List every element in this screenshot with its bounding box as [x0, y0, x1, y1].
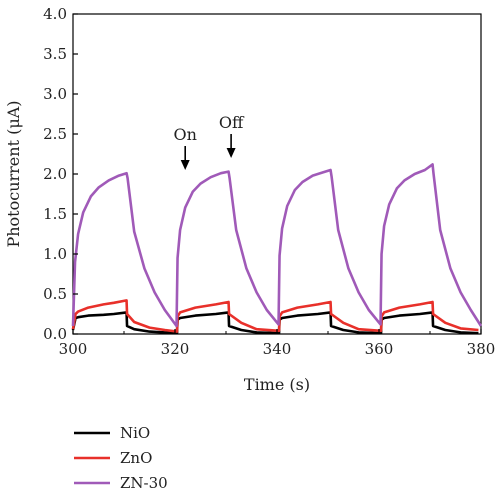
annotation-label: On — [173, 125, 196, 144]
x-tick-label: 320 — [161, 340, 190, 358]
y-tick-label: 2.0 — [43, 165, 67, 183]
y-tick-label: 3.0 — [43, 85, 67, 103]
legend: NiO ZnO ZN-30 — [74, 424, 168, 492]
series-layer — [71, 163, 483, 335]
annotation-off: Off — [219, 113, 245, 158]
y-axis-label: Photocurrent (μA) — [4, 100, 23, 247]
series-line-nio — [71, 311, 479, 335]
legend-label-zn-30: ZN-30 — [120, 474, 168, 492]
x-tick-label: 360 — [365, 340, 394, 358]
x-axis-label: Time (s) — [244, 375, 310, 394]
series-line-zno — [71, 299, 479, 333]
y-tick-label: 4.0 — [43, 5, 67, 23]
y-tick-label: 2.5 — [43, 125, 67, 143]
y-tick-label: 1.0 — [43, 245, 67, 263]
plot-area-frame — [72, 13, 482, 335]
y-tick-label: 0.0 — [43, 325, 67, 343]
legend-label-zno: ZnO — [120, 449, 152, 467]
annotation-on: On — [173, 125, 197, 170]
annotations-layer: On Off — [173, 113, 245, 170]
legend-label-nio: NiO — [120, 424, 150, 442]
y-tick-label: 3.5 — [43, 45, 67, 63]
x-tick-label: 300 — [59, 340, 88, 358]
arrow-head — [226, 148, 236, 158]
x-tick-label: 340 — [263, 340, 292, 358]
x-tick-label: 380 — [467, 340, 496, 358]
y-tick-label: 1.5 — [43, 205, 67, 223]
y-tick-label: 0.5 — [43, 285, 67, 303]
annotation-label: Off — [219, 113, 245, 132]
ticks-layer: 300 320 340 360 380 0.0 0.5 1.0 1.5 2.0 2.5 3.0 3.5 4… — [43, 5, 495, 358]
arrow-head — [180, 160, 190, 170]
series-line-zn-30 — [71, 163, 483, 328]
